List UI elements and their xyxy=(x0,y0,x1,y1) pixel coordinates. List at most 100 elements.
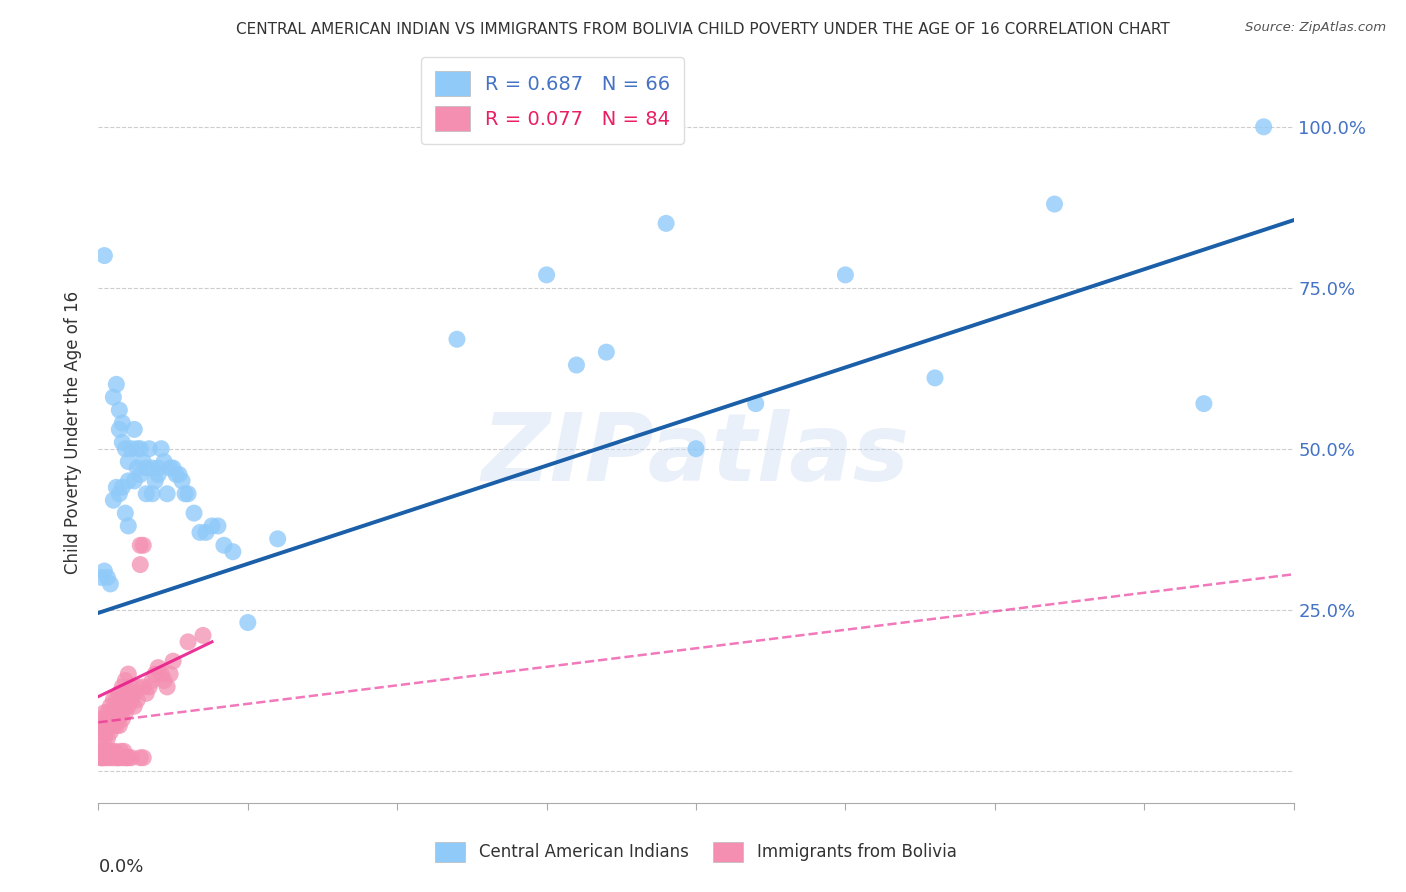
Point xyxy=(135,487,157,501)
Point xyxy=(115,686,138,700)
Point xyxy=(138,680,160,694)
Point xyxy=(91,718,114,732)
Point xyxy=(141,487,163,501)
Point xyxy=(120,693,142,707)
Point xyxy=(153,673,176,688)
Point xyxy=(174,487,197,501)
Point xyxy=(595,345,617,359)
Point xyxy=(148,467,170,482)
Point xyxy=(98,699,122,714)
Point xyxy=(94,718,117,732)
Point xyxy=(267,532,290,546)
Point xyxy=(115,750,138,764)
Point xyxy=(90,712,112,726)
Point xyxy=(114,506,136,520)
Point xyxy=(97,744,120,758)
Point xyxy=(120,750,142,764)
Point xyxy=(1253,120,1275,134)
Point xyxy=(98,725,122,739)
Point xyxy=(127,680,149,694)
Point xyxy=(127,461,149,475)
Point xyxy=(183,506,205,520)
Point xyxy=(924,371,946,385)
Point xyxy=(107,712,129,726)
Point xyxy=(124,686,146,700)
Point xyxy=(104,744,127,758)
Point xyxy=(222,545,245,559)
Point xyxy=(96,706,118,720)
Point xyxy=(93,750,115,764)
Point xyxy=(135,461,157,475)
Point xyxy=(1043,197,1066,211)
Point xyxy=(114,673,136,688)
Point xyxy=(110,744,132,758)
Point xyxy=(132,538,155,552)
Point xyxy=(115,693,138,707)
Point xyxy=(90,725,112,739)
Point xyxy=(162,461,184,475)
Point xyxy=(129,558,152,572)
Point xyxy=(212,538,235,552)
Point xyxy=(111,712,134,726)
Point xyxy=(105,480,128,494)
Point xyxy=(124,422,146,436)
Point xyxy=(135,686,157,700)
Point xyxy=(685,442,707,456)
Point xyxy=(108,699,131,714)
Point xyxy=(103,693,125,707)
Point xyxy=(159,667,181,681)
Point xyxy=(90,750,112,764)
Point xyxy=(114,706,136,720)
Point xyxy=(91,744,114,758)
Point xyxy=(132,750,155,764)
Point xyxy=(124,699,146,714)
Point xyxy=(565,358,588,372)
Point xyxy=(104,712,127,726)
Point xyxy=(655,216,678,230)
Point xyxy=(93,249,115,263)
Text: CENTRAL AMERICAN INDIAN VS IMMIGRANTS FROM BOLIVIA CHILD POVERTY UNDER THE AGE O: CENTRAL AMERICAN INDIAN VS IMMIGRANTS FR… xyxy=(236,22,1170,37)
Point xyxy=(108,422,131,436)
Point xyxy=(117,750,139,764)
Point xyxy=(111,416,134,430)
Point xyxy=(90,750,112,764)
Point xyxy=(111,480,134,494)
Point xyxy=(108,403,131,417)
Point xyxy=(108,686,131,700)
Point xyxy=(165,467,187,482)
Point xyxy=(177,635,200,649)
Point xyxy=(114,750,136,764)
Point xyxy=(94,744,117,758)
Point xyxy=(105,693,128,707)
Point xyxy=(138,442,160,456)
Point xyxy=(89,718,111,732)
Point xyxy=(105,377,128,392)
Point xyxy=(745,397,768,411)
Point xyxy=(150,667,173,681)
Text: Source: ZipAtlas.com: Source: ZipAtlas.com xyxy=(1246,21,1386,34)
Point xyxy=(93,706,115,720)
Point xyxy=(150,442,173,456)
Point xyxy=(117,699,139,714)
Point xyxy=(103,493,125,508)
Point xyxy=(120,442,142,456)
Point xyxy=(112,699,135,714)
Point xyxy=(103,706,125,720)
Point xyxy=(97,712,120,726)
Point xyxy=(195,525,218,540)
Point xyxy=(129,750,152,764)
Point xyxy=(108,750,131,764)
Point xyxy=(141,673,163,688)
Point xyxy=(93,564,115,578)
Point xyxy=(91,750,114,764)
Point xyxy=(124,474,146,488)
Point xyxy=(201,519,224,533)
Point xyxy=(117,474,139,488)
Point xyxy=(112,744,135,758)
Point xyxy=(96,731,118,746)
Point xyxy=(111,750,134,764)
Point xyxy=(207,519,229,533)
Point xyxy=(103,718,125,732)
Point xyxy=(98,577,122,591)
Point xyxy=(90,731,112,746)
